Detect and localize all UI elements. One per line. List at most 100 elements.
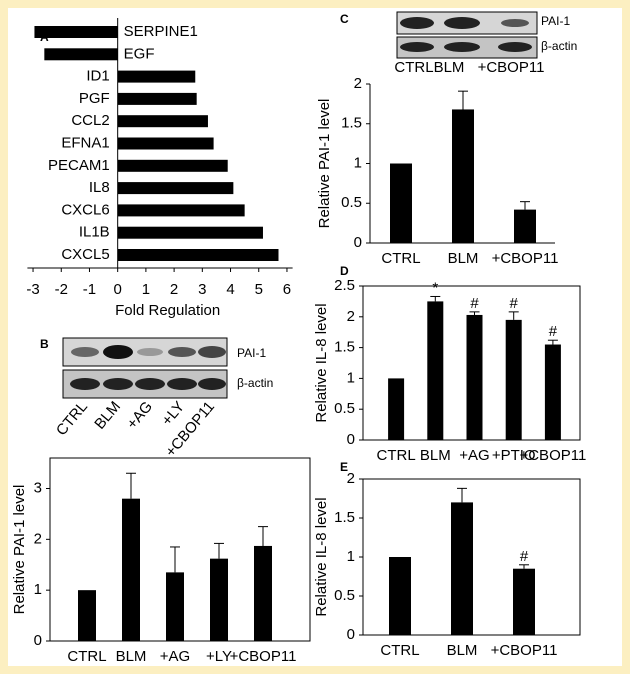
bar bbox=[117, 226, 263, 239]
bar bbox=[44, 48, 118, 61]
x-tick-label: CTRL bbox=[381, 250, 420, 267]
bar bbox=[466, 314, 483, 440]
significance-marker: * bbox=[432, 279, 438, 296]
blot bbox=[396, 11, 538, 59]
x-tick-label: 0 bbox=[114, 281, 122, 298]
y-tick-label: 1.5 bbox=[341, 115, 362, 132]
y-axis-label: Relative PAI-1 level bbox=[316, 99, 333, 229]
x-tick-label: -1 bbox=[83, 281, 96, 298]
y-axis-label: Relative IL-8 level bbox=[313, 303, 330, 422]
category-label: SERPINE1 bbox=[124, 23, 198, 40]
bar bbox=[122, 498, 140, 641]
category-label: EGF bbox=[124, 45, 155, 62]
bar bbox=[388, 378, 405, 440]
y-tick-label: 0.5 bbox=[334, 587, 355, 604]
blot-lane-label: +CBOP11 bbox=[478, 59, 545, 76]
significance-marker: # bbox=[549, 323, 558, 340]
y-tick-label: 0 bbox=[34, 632, 42, 649]
y-tick-label: 0.5 bbox=[341, 194, 362, 211]
bar bbox=[544, 344, 561, 440]
blot-band-label: β-actin bbox=[541, 39, 577, 53]
blot bbox=[62, 337, 228, 399]
bar bbox=[117, 249, 279, 261]
x-tick-label: BLM bbox=[448, 250, 479, 267]
category-label: CXCL6 bbox=[61, 201, 109, 218]
category-label: CXCL5 bbox=[61, 246, 109, 263]
y-axis-label: Relative IL-8 level bbox=[313, 497, 330, 616]
x-tick-label: 4 bbox=[226, 281, 234, 298]
bar bbox=[514, 209, 536, 243]
y-tick-label: 2 bbox=[347, 470, 355, 487]
y-tick-label: 0 bbox=[354, 234, 362, 251]
x-tick-label: CTRL bbox=[377, 447, 416, 464]
bar bbox=[254, 545, 272, 641]
bar bbox=[117, 115, 208, 128]
bar bbox=[505, 319, 522, 440]
panel-letter: B bbox=[40, 337, 49, 351]
category-label: IL1B bbox=[79, 224, 110, 241]
bar bbox=[117, 182, 234, 195]
blot-lane-label: BLM bbox=[434, 59, 465, 76]
significance-marker: # bbox=[520, 548, 529, 565]
bar bbox=[513, 568, 535, 635]
bar bbox=[117, 204, 245, 217]
category-label: ID1 bbox=[86, 68, 109, 85]
x-tick-label: -3 bbox=[26, 281, 39, 298]
x-tick-label: +CBOP11 bbox=[230, 648, 297, 665]
blot-band-label: β-actin bbox=[237, 376, 273, 390]
bar bbox=[389, 557, 411, 635]
x-tick-label: +LY bbox=[206, 648, 232, 665]
significance-marker: # bbox=[510, 295, 519, 312]
panel-letter: D bbox=[340, 264, 349, 278]
y-tick-label: 2.5 bbox=[334, 277, 355, 294]
bar bbox=[34, 26, 118, 38]
x-axis-label: Fold Regulation bbox=[115, 302, 220, 319]
bar bbox=[452, 109, 474, 243]
category-label: PGF bbox=[79, 90, 110, 107]
y-tick-label: 3 bbox=[34, 479, 42, 496]
x-tick-label: 3 bbox=[198, 281, 206, 298]
x-tick-label: 2 bbox=[170, 281, 178, 298]
bar bbox=[166, 572, 184, 641]
x-tick-label: +CBOP11 bbox=[491, 642, 558, 659]
category-label: CCL2 bbox=[71, 112, 109, 129]
significance-marker: # bbox=[470, 295, 479, 312]
y-tick-label: 0 bbox=[347, 431, 355, 448]
y-tick-label: 0 bbox=[347, 626, 355, 643]
category-label: EFNA1 bbox=[61, 134, 109, 151]
bar bbox=[117, 159, 228, 172]
x-tick-label: CTRL bbox=[67, 648, 106, 665]
x-tick-label: CTRL bbox=[380, 642, 419, 659]
panel-letter: C bbox=[340, 12, 349, 26]
y-tick-label: 1.5 bbox=[334, 509, 355, 526]
blot-band-label: PAI-1 bbox=[237, 346, 266, 360]
x-tick-label: -2 bbox=[55, 281, 68, 298]
x-tick-label: 6 bbox=[283, 281, 291, 298]
x-tick-label: +CBOP11 bbox=[492, 250, 559, 267]
bar bbox=[78, 590, 96, 641]
y-axis-label: Relative PAI-1 level bbox=[11, 485, 28, 615]
x-tick-label: +AG bbox=[459, 447, 489, 464]
y-tick-label: 1 bbox=[347, 369, 355, 386]
y-tick-label: 0.5 bbox=[334, 400, 355, 417]
x-tick-label: BLM bbox=[447, 642, 478, 659]
y-tick-label: 2 bbox=[347, 308, 355, 325]
bar bbox=[210, 558, 228, 641]
bar bbox=[451, 502, 473, 635]
y-tick-label: 1 bbox=[347, 548, 355, 565]
blot-band-label: PAI-1 bbox=[541, 14, 570, 28]
y-tick-label: 2 bbox=[34, 530, 42, 547]
bar bbox=[117, 137, 214, 150]
x-tick-label: +AG bbox=[160, 648, 190, 665]
bar bbox=[117, 92, 197, 105]
bar bbox=[117, 70, 196, 83]
bar bbox=[390, 163, 412, 243]
y-tick-label: 1 bbox=[34, 581, 42, 598]
blot-lane-label: CTRL bbox=[394, 59, 433, 76]
y-tick-label: 1.5 bbox=[334, 339, 355, 356]
x-tick-label: +CBOP11 bbox=[519, 447, 586, 464]
category-label: IL8 bbox=[89, 179, 110, 196]
y-tick-label: 1 bbox=[354, 154, 362, 171]
x-tick-label: BLM bbox=[116, 648, 147, 665]
